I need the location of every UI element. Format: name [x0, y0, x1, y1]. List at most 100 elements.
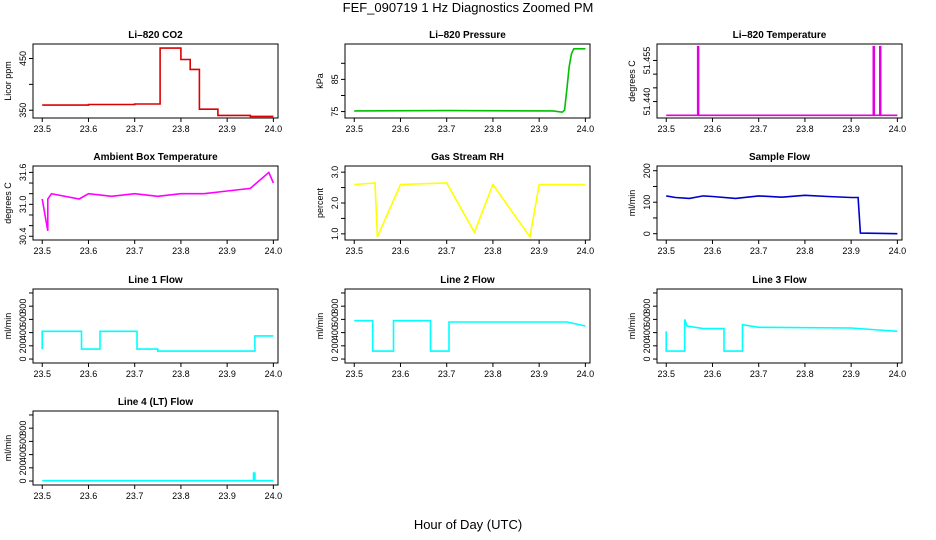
y-axis-label: kPa [315, 73, 325, 89]
y-tick-label: 75 [330, 107, 340, 117]
y-tick-label: 31.0 [18, 196, 28, 214]
x-tick-label: 23.9 [218, 369, 236, 379]
x-tick-label: 24.0 [577, 369, 595, 379]
y-axis-label: ml/min [3, 435, 13, 462]
x-tick-label: 23.8 [172, 246, 190, 256]
panel-title: Gas Stream RH [431, 152, 504, 163]
y-tick-label: 1.0 [330, 228, 340, 241]
y-axis-label: ml/min [315, 313, 325, 340]
x-tick-label: 23.9 [218, 124, 236, 134]
x-tick-label: 23.8 [172, 124, 190, 134]
y-tick-label: 800 [642, 299, 652, 314]
y-tick-label: 200 [642, 163, 652, 178]
x-tick-label: 23.7 [438, 124, 456, 134]
x-tick-label: 23.9 [530, 124, 548, 134]
panel-3: Li–820 Temperature 23.5 23.6 23.7 23.8 23.9 24… [627, 30, 906, 134]
series-line-1 [665, 319, 898, 352]
x-tick-label: 23.5 [33, 246, 51, 256]
x-tick-label: 23.9 [218, 491, 236, 501]
panel-title: Li–820 Pressure [429, 30, 506, 41]
x-tick-label: 23.5 [33, 491, 51, 501]
y-tick-label: 51.440 [642, 88, 652, 116]
series-line-1 [354, 182, 586, 239]
y-tick-label: 0 [642, 231, 652, 236]
x-tick-label: 24.0 [265, 369, 283, 379]
x-tick-label: 23.7 [126, 491, 144, 501]
x-tick-label: 23.6 [80, 124, 98, 134]
x-tick-label: 23.5 [657, 124, 675, 134]
x-tick-label: 23.5 [345, 369, 363, 379]
y-axis-label: Licor ppm [3, 61, 13, 101]
x-tick-label: 23.6 [704, 246, 722, 256]
y-tick-label: 450 [18, 51, 28, 66]
x-tick-label: 23.7 [438, 246, 456, 256]
x-tick-label: 23.8 [172, 369, 190, 379]
panel-frame [344, 43, 591, 119]
y-tick-label: 400 [18, 447, 28, 462]
y-tick-label: 400 [18, 325, 28, 340]
series-line-1 [42, 472, 274, 482]
y-tick-label: 600 [18, 312, 28, 327]
x-tick-label: 23.6 [80, 246, 98, 256]
x-tick-label: 23.7 [750, 369, 768, 379]
x-tick-label: 23.9 [842, 124, 860, 134]
y-tick-label: 2.0 [330, 197, 340, 210]
x-tick-label: 24.0 [577, 246, 595, 256]
panel-title: Line 2 Flow [440, 275, 495, 286]
x-tick-label: 24.0 [889, 124, 907, 134]
y-tick-label: 800 [18, 421, 28, 436]
x-tick-label: 23.7 [126, 246, 144, 256]
panel-9: Line 3 Flow 23.5 23.6 23.7 23.8 23.9 24.0 0 2004… [627, 275, 906, 379]
y-tick-label: 100 [642, 195, 652, 210]
y-tick-label: 0 [18, 357, 28, 362]
panel-frame [32, 43, 279, 119]
y-tick-label: 400 [330, 325, 340, 340]
y-tick-label: 3.0 [330, 166, 340, 179]
panel-title: Line 4 (LT) Flow [118, 397, 194, 408]
x-tick-label: 23.7 [750, 246, 768, 256]
y-tick-label: 31.6 [18, 164, 28, 182]
x-tick-label: 23.9 [218, 246, 236, 256]
x-tick-label: 23.8 [484, 369, 502, 379]
x-tick-label: 24.0 [265, 491, 283, 501]
x-axis-title: Hour of Day (UTC) [413, 517, 523, 532]
y-axis-label: percent [315, 187, 325, 218]
x-tick-label: 24.0 [889, 369, 907, 379]
x-tick-label: 23.6 [704, 369, 722, 379]
panel-frame [656, 43, 903, 119]
x-tick-label: 23.6 [392, 369, 410, 379]
series-line-1 [41, 330, 274, 352]
x-tick-label: 23.5 [345, 124, 363, 134]
x-tick-label: 23.8 [796, 369, 814, 379]
x-tick-label: 23.6 [80, 369, 98, 379]
x-tick-label: 23.5 [33, 124, 51, 134]
panel-frame [344, 288, 591, 364]
x-tick-label: 23.7 [126, 369, 144, 379]
x-tick-label: 23.6 [80, 491, 98, 501]
series-line-1 [41, 171, 275, 232]
panel-title: Li–820 Temperature [733, 30, 827, 41]
x-tick-label: 24.0 [889, 246, 907, 256]
series-line-1 [354, 47, 586, 114]
panel-5: Gas Stream RH 23.5 23.6 23.7 23.8 23.9 24.0 1.0… [315, 152, 594, 256]
panel-4: Ambient Box Temperature 23.5 23.6 23.7 23.8 2… [3, 152, 282, 256]
x-tick-label: 23.8 [484, 124, 502, 134]
y-tick-label: 350 [18, 103, 28, 118]
x-tick-label: 23.8 [796, 124, 814, 134]
series-line-1 [666, 194, 898, 235]
panel-title: Line 1 Flow [128, 275, 183, 286]
series-line-1 [666, 45, 898, 117]
x-tick-label: 23.8 [172, 491, 190, 501]
panel-6: Sample Flow 23.5 23.6 23.7 23.8 23.9 24.0 0 100 2… [627, 152, 906, 256]
y-axis-label: ml/min [627, 313, 637, 340]
panel-title: Li–820 CO2 [128, 30, 183, 41]
y-tick-label: 30.4 [18, 228, 28, 246]
y-axis-label: degrees C [627, 60, 637, 102]
y-tick-label: 400 [642, 325, 652, 340]
y-axis-label: degrees C [3, 182, 13, 224]
y-tick-label: 0 [18, 479, 28, 484]
x-tick-label: 23.8 [796, 246, 814, 256]
y-tick-label: 51.455 [642, 47, 652, 75]
x-tick-label: 23.7 [126, 124, 144, 134]
series-line-1 [354, 319, 586, 352]
